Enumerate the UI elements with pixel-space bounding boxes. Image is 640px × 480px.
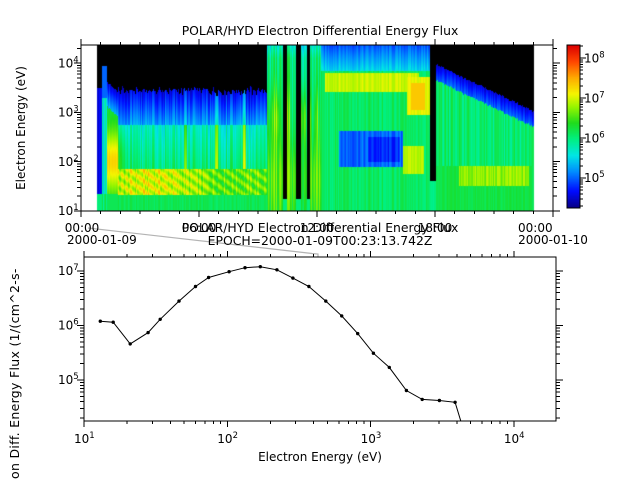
data-point-marker — [227, 270, 231, 274]
date-label-right: 2000-01-10 — [518, 233, 588, 247]
data-point-marker — [111, 320, 115, 324]
colorbar-tick-label: 106 — [584, 130, 605, 145]
time-tick-label: 06:00 — [182, 221, 217, 235]
data-point-marker — [307, 284, 311, 289]
data-point-marker — [420, 397, 424, 402]
data-point-marker — [128, 342, 132, 346]
spectrum-title-line2: EPOCH=2000-01-09T00:23:13.742Z — [208, 233, 433, 248]
data-point-marker — [387, 365, 391, 370]
data-point-marker — [193, 284, 198, 289]
data-point-marker — [177, 299, 181, 303]
spectrum-xlabel: Electron Energy (eV) — [258, 450, 382, 464]
time-tick-label: 18:00 — [418, 221, 453, 235]
data-point-marker — [243, 266, 247, 270]
data-point-marker — [437, 398, 442, 403]
spectrum-x-tick-label: 103 — [361, 431, 382, 446]
data-point-marker — [453, 400, 457, 404]
spectrum-y-tick-label: 105 — [58, 372, 79, 387]
data-point-marker — [98, 319, 103, 323]
spectrum-frame — [83, 256, 557, 422]
energy-tick-label: 102 — [58, 154, 79, 169]
data-point-marker — [275, 268, 279, 272]
date-label-left: 2000-01-09 — [67, 233, 137, 247]
spectrum-ylabel: on Diff. Energy Flux (1/(cm^2-s- — [7, 268, 22, 479]
spectrum-line — [100, 266, 462, 421]
energy-tick-label: 101 — [58, 203, 79, 218]
spectrogram-frame — [80, 44, 554, 212]
data-point-marker — [463, 431, 466, 434]
time-tick-label: 00:00 — [65, 221, 100, 235]
data-point-marker — [340, 314, 344, 318]
spectrum-y-tick-label: 106 — [58, 318, 79, 333]
spectrogram-ylabel: Electron Energy (eV) — [14, 66, 28, 190]
slice-connector-line — [87, 227, 319, 257]
colorbar-tick-label: 108 — [584, 50, 605, 65]
data-point-marker — [206, 275, 211, 280]
data-point-marker — [324, 299, 328, 303]
data-point-marker — [404, 388, 409, 393]
spectrum-x-tick-label: 102 — [217, 431, 238, 446]
spectrum-series — [98, 265, 466, 434]
spectrum-x-tick-label: 104 — [504, 431, 525, 446]
colorbar-tick-label: 107 — [584, 90, 605, 105]
data-point-marker — [258, 265, 262, 269]
data-point-marker — [146, 330, 150, 335]
spectrum-y-tick-label: 107 — [58, 263, 79, 278]
time-tick-label: 00:00 — [518, 221, 553, 235]
spectrum-title-line1: POLAR/HYD Electron Differential Energy F… — [182, 220, 459, 235]
data-point-marker — [291, 276, 295, 280]
colorbar-gradient — [567, 45, 580, 208]
time-tick-label: 12:00 — [300, 221, 335, 235]
energy-tick-label: 104 — [58, 55, 79, 70]
colorbar-frame — [566, 44, 581, 209]
data-point-marker — [371, 351, 376, 355]
main-title: POLAR/HYD Electron Differential Energy F… — [182, 23, 459, 38]
data-point-marker — [158, 317, 162, 321]
spectrum-x-tick-label: 101 — [74, 431, 95, 446]
spectrogram-image — [81, 45, 553, 211]
colorbar-tick-label: 105 — [584, 170, 605, 185]
energy-tick-label: 103 — [58, 105, 79, 120]
data-point-marker — [356, 331, 360, 336]
